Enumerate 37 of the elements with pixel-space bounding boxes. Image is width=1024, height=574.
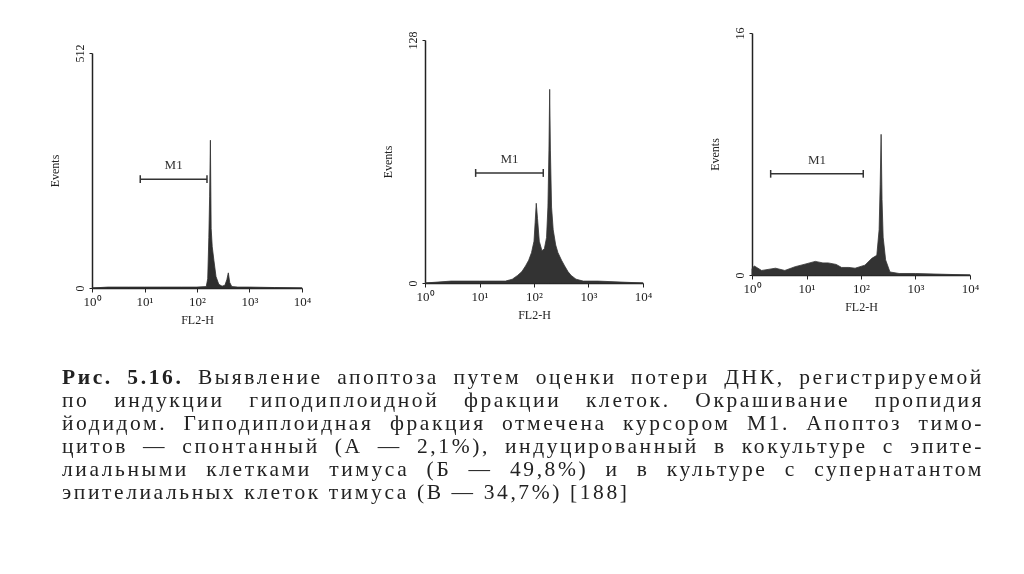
- y-tick-label: 128: [405, 31, 420, 50]
- x-tick-label: 10¹: [136, 293, 154, 309]
- text: Выявление апоптоза путем оценки потери ДНК, регистрируемой: [197, 365, 984, 389]
- text: йодидом. Гиподиплоидная фракция отмечена курсором M1. Апоптоз тимо-: [62, 411, 984, 435]
- x-tick-label: 10⁴: [634, 288, 653, 304]
- series-label: M1: [164, 157, 183, 173]
- text: лиальными клетками тимуса (Б — 49,8%) и в культуре с супернатантом: [62, 457, 984, 481]
- text: по индукции гиподиплоидной фракции клеток. Окрашивание пропидия: [62, 388, 984, 412]
- y-axis-title: Events: [707, 137, 722, 171]
- x-axis-title: FL2-H: [845, 299, 879, 314]
- x-tick-label: 10⁰: [416, 288, 435, 304]
- y-axis-title: Events: [380, 145, 395, 179]
- y-axis-title: Events: [47, 154, 62, 188]
- y-tick-label: 512: [72, 44, 87, 63]
- text: цитов — спонтанный (А — 2,1%), индуцированный в кокультуре с эпите-: [62, 434, 984, 458]
- series-label: M1: [807, 151, 826, 167]
- x-tick-label: 10²: [526, 288, 544, 304]
- x-tick-label: 10²: [189, 293, 207, 309]
- y-tick-label: 0: [72, 285, 87, 292]
- x-tick-label: 10⁴: [961, 280, 980, 296]
- x-tick-label: 10³: [580, 288, 598, 304]
- x-axis-title: FL2-H: [181, 312, 215, 327]
- y-tick-label: 0: [732, 272, 747, 279]
- x-tick-label: 10³: [907, 280, 925, 296]
- x-tick-label: 10⁴: [293, 293, 312, 309]
- series-label: M1: [500, 150, 519, 166]
- text: Рис. 5.16.: [62, 365, 184, 389]
- x-tick-label: 10⁰: [743, 280, 762, 296]
- y-tick-label: 16: [732, 27, 747, 40]
- text: эпителиальных клеток тимуса (В — 34,7%) [188]: [62, 480, 631, 504]
- y-tick-label: 0: [405, 280, 420, 287]
- x-tick-label: 10¹: [471, 288, 489, 304]
- x-tick-label: 10⁰: [83, 293, 102, 309]
- x-tick-label: 10²: [853, 280, 871, 296]
- x-tick-label: 10¹: [798, 280, 816, 296]
- x-axis-title: FL2-H: [518, 307, 552, 322]
- x-tick-label: 10³: [241, 293, 259, 309]
